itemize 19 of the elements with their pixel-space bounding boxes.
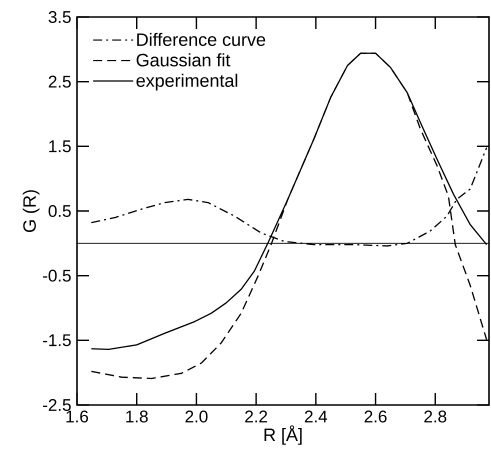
x-tick-label: 1.6 <box>66 410 88 423</box>
x-tick-label: 2.8 <box>424 410 446 423</box>
y-tick-label: 2.5 <box>48 76 71 88</box>
y-tick-label: -2.5 <box>43 399 71 411</box>
x-tick-label: 2.6 <box>364 410 387 423</box>
y-tick-label: 0.5 <box>48 205 71 218</box>
legend-label: experimental <box>136 74 238 90</box>
y-tick-label: -0.5 <box>43 270 71 282</box>
legend-label: Gaussian fit <box>136 53 230 66</box>
x-tick-label: 2.0 <box>186 410 208 423</box>
legend-label: Difference curve <box>137 32 266 46</box>
y-axis-title: G (R) <box>22 190 40 232</box>
x-axis-title: R [Å] <box>264 425 302 445</box>
x-tick-label: 1.8 <box>126 410 148 423</box>
x-tick-label: 2.4 <box>304 410 328 422</box>
y-tick-label: -1.5 <box>43 334 71 346</box>
x-tick-label: 2.2 <box>245 410 268 422</box>
y-tick-label: 3.5 <box>48 11 71 24</box>
y-tick-label: 1.5 <box>49 140 71 152</box>
